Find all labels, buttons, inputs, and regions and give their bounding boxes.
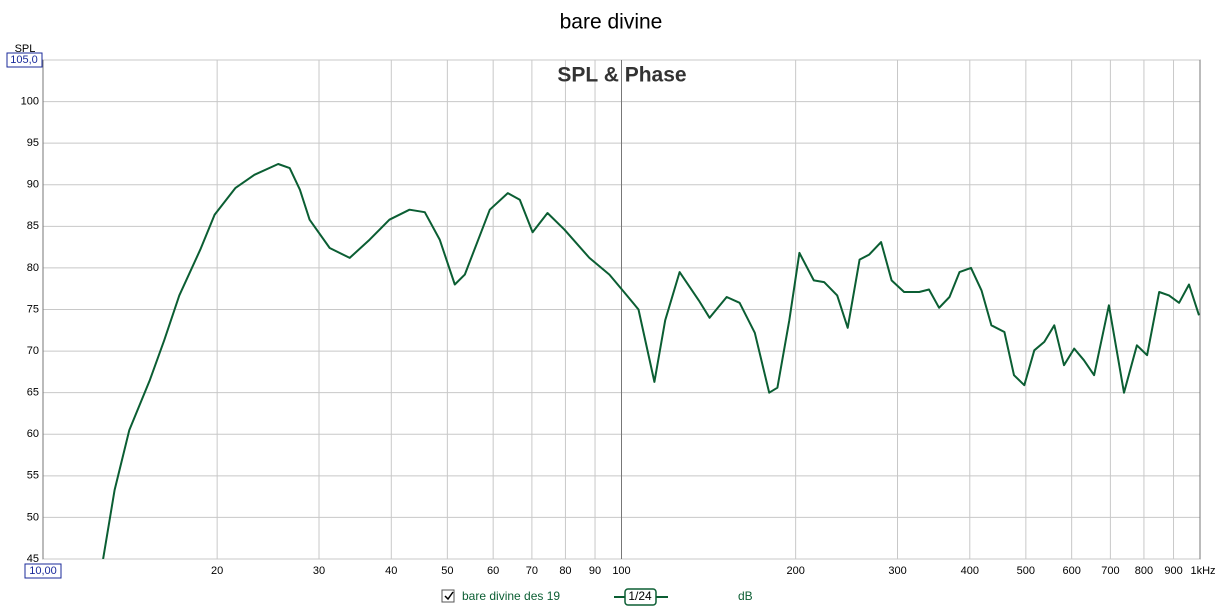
x-tick-label: 600 <box>1062 565 1080 577</box>
x-tick-label: 20 <box>211 565 223 577</box>
x-tick-label: 500 <box>1017 565 1035 577</box>
y-tick-label: 45 <box>27 553 39 565</box>
smoothing-box[interactable] <box>624 588 657 606</box>
y-tick-label: 75 <box>27 303 39 315</box>
legend: bare divine des 19 1/24 dB <box>441 588 753 606</box>
x-limit-box <box>24 563 62 579</box>
y-tick-label: 90 <box>27 179 39 191</box>
x-tick-label: 30 <box>313 565 325 577</box>
x-tick-label: 400 <box>961 565 979 577</box>
x-tick-label: 80 <box>559 565 571 577</box>
y-tick-label: 60 <box>27 428 39 440</box>
y-tick-label: 95 <box>27 137 39 149</box>
y-tick-label: 70 <box>27 345 39 357</box>
y-tick-label: 55 <box>27 470 39 482</box>
x-tick-label: 90 <box>589 565 601 577</box>
x-tick-label: 300 <box>888 565 906 577</box>
y-limit-box <box>6 52 43 68</box>
x-tick-label: 200 <box>786 565 804 577</box>
x-tick-label: 70 <box>526 565 538 577</box>
legend-checkbox[interactable] <box>441 589 455 603</box>
x-tick-label: 60 <box>487 565 499 577</box>
x-tick-label: 40 <box>385 565 397 577</box>
spl-curve <box>102 163 1200 559</box>
x-tick-label: 10,00 <box>29 565 57 577</box>
legend-label: bare divine des 19 <box>462 589 560 603</box>
y-axis-label: SPL <box>15 43 36 55</box>
y-tick-label: 65 <box>27 387 39 399</box>
y-tick-label: 50 <box>27 511 39 523</box>
plot-title: SPL & Phase <box>557 64 686 87</box>
y-tick-label: 85 <box>27 220 39 232</box>
y-tick-label: 80 <box>27 262 39 274</box>
x-tick-label: 50 <box>441 565 453 577</box>
y-tick-label: 105,0 <box>10 54 38 66</box>
y-tick-label: 100 <box>21 95 39 107</box>
unit-label: dB <box>738 589 753 603</box>
x-tick-label: 700 <box>1101 565 1119 577</box>
x-tick-label: 100 <box>612 565 630 577</box>
x-tick-label: 900 <box>1164 565 1182 577</box>
chart-title: bare divine <box>560 11 663 34</box>
x-tick-label: 800 <box>1135 565 1153 577</box>
check-mark <box>444 591 454 601</box>
x-tick-label: 1kHz <box>1190 565 1215 577</box>
smoothing-label: 1/24 <box>628 589 652 603</box>
